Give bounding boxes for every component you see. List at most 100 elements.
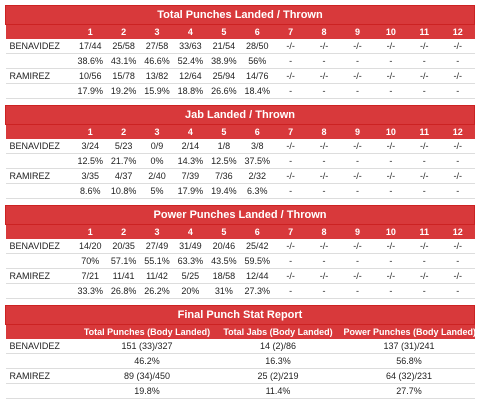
landed-cell: -/- [374, 268, 408, 284]
fighter-name: BENAVIDEZ [5, 239, 74, 254]
landed-cell: 2/14 [173, 139, 208, 154]
pct-cell: 17.9% [73, 83, 107, 99]
pct-cell: 11.4% [212, 383, 344, 399]
header-row: 1 2 3 4 5 6 7 8 9 10 11 12 [5, 224, 475, 239]
pct-cell: - [374, 283, 408, 299]
column-header: 12 [440, 124, 475, 139]
header-row: 1 2 3 4 5 6 7 8 9 10 11 12 [5, 24, 475, 39]
stat-table: Power Punches Landed / Thrown 1 2 3 4 5 6 7 8 9 10… [5, 205, 475, 299]
landed-cell: -/- [374, 139, 408, 154]
column-header: 3 [140, 24, 174, 39]
landed-cell: -/- [307, 68, 341, 84]
landed-cell: 14 (2)/86 [212, 339, 344, 354]
empty-cell [5, 253, 74, 269]
landed-cell: -/- [407, 239, 441, 254]
pct-cell: - [273, 153, 308, 169]
landed-cell: -/- [407, 139, 441, 154]
landed-cell: -/- [440, 168, 475, 184]
pct-cell: 19.4% [207, 183, 241, 199]
landed-cell: -/- [307, 268, 341, 284]
landed-cell: 12/64 [173, 68, 208, 84]
column-header: 3 [140, 224, 174, 239]
pct-cell: - [440, 183, 475, 199]
pct-cell: 26.2% [140, 283, 174, 299]
pct-cell: - [440, 253, 475, 269]
landed-cell: -/- [374, 168, 408, 184]
landed-cell: 28/50 [240, 39, 274, 54]
landed-cell: -/- [340, 39, 375, 54]
landed-cell: 2/40 [140, 168, 174, 184]
column-header: 2 [106, 224, 141, 239]
landed-cell: -/- [273, 39, 308, 54]
pct-cell: - [440, 153, 475, 169]
pct-cell: - [307, 83, 341, 99]
column-header: 11 [407, 24, 441, 39]
column-header: Power Punches (Body Landed) [343, 324, 475, 339]
empty-cell [5, 153, 74, 169]
pct-cell: - [340, 253, 375, 269]
pct-cell: 8.6% [73, 183, 107, 199]
empty-cell [5, 383, 82, 399]
pct-cell: 20% [173, 283, 208, 299]
pct-cell: 19.2% [106, 83, 141, 99]
pct-row: 33.3% 26.8% 26.2% 20% 31% 27.3% - - - - - - [5, 283, 475, 299]
landed-cell: 20/46 [207, 239, 241, 254]
table-title: Total Punches Landed / Thrown [5, 5, 475, 25]
landed-cell: -/- [307, 168, 341, 184]
column-header: 12 [440, 24, 475, 39]
pct-cell: 21.7% [106, 153, 141, 169]
header-cell [5, 324, 82, 339]
fighter-name: RAMIREZ [5, 268, 74, 284]
landed-cell: 25 (2)/219 [212, 368, 344, 384]
pct-cell: - [273, 253, 308, 269]
pct-cell: - [374, 53, 408, 69]
table-title: Final Punch Stat Report [5, 305, 475, 325]
landed-cell: 31/49 [173, 239, 208, 254]
landed-row: RAMIREZ 89 (34)/450 25 (2)/219 64 (32)/231 [5, 368, 475, 384]
column-header: 10 [374, 124, 408, 139]
pct-row: 12.5% 21.7% 0% 14.3% 12.5% 37.5% - - - - - - [5, 153, 475, 169]
landed-cell: -/- [407, 68, 441, 84]
column-header: 9 [340, 24, 375, 39]
pct-cell: 63.3% [173, 253, 208, 269]
empty-cell [5, 53, 74, 69]
pct-cell: - [407, 83, 441, 99]
pct-cell: 38.9% [207, 53, 241, 69]
pct-cell: 18.8% [173, 83, 208, 99]
pct-cell: - [307, 253, 341, 269]
stat-table: Jab Landed / Thrown 1 2 3 4 5 6 7 8 9 10 11 12 BENAVI… [5, 105, 475, 199]
pct-cell: 52.4% [173, 53, 208, 69]
landed-cell: -/- [340, 239, 375, 254]
empty-cell [5, 83, 74, 99]
landed-cell: -/- [340, 168, 375, 184]
pct-cell: - [374, 153, 408, 169]
pct-cell: 57.1% [106, 253, 141, 269]
pct-cell: - [440, 83, 475, 99]
pct-cell: 16.3% [212, 353, 344, 369]
landed-cell: 5/23 [106, 139, 141, 154]
fighter-name: BENAVIDEZ [5, 139, 74, 154]
pct-cell: 46.2% [81, 353, 213, 369]
pct-cell: - [340, 153, 375, 169]
column-header: 1 [73, 224, 107, 239]
landed-cell: -/- [407, 268, 441, 284]
header-row: 1 2 3 4 5 6 7 8 9 10 11 12 [5, 124, 475, 139]
fighter-name: RAMIREZ [5, 68, 74, 84]
pct-cell: - [440, 53, 475, 69]
landed-cell: -/- [307, 239, 341, 254]
pct-cell: - [273, 53, 308, 69]
column-header: 6 [240, 24, 274, 39]
landed-cell: -/- [340, 268, 375, 284]
landed-cell: 14/20 [73, 239, 107, 254]
pct-cell: 6.3% [240, 183, 274, 199]
landed-cell: -/- [340, 139, 375, 154]
landed-cell: 5/25 [173, 268, 208, 284]
landed-cell: 89 (34)/450 [81, 368, 213, 384]
landed-cell: 10/56 [73, 68, 107, 84]
pct-row: 38.6% 43.1% 46.6% 52.4% 38.9% 56% - - - - - - [5, 53, 475, 69]
column-header: 1 [73, 24, 107, 39]
landed-cell: -/- [440, 268, 475, 284]
landed-cell: 18/58 [207, 268, 241, 284]
pct-cell: 59.5% [240, 253, 274, 269]
